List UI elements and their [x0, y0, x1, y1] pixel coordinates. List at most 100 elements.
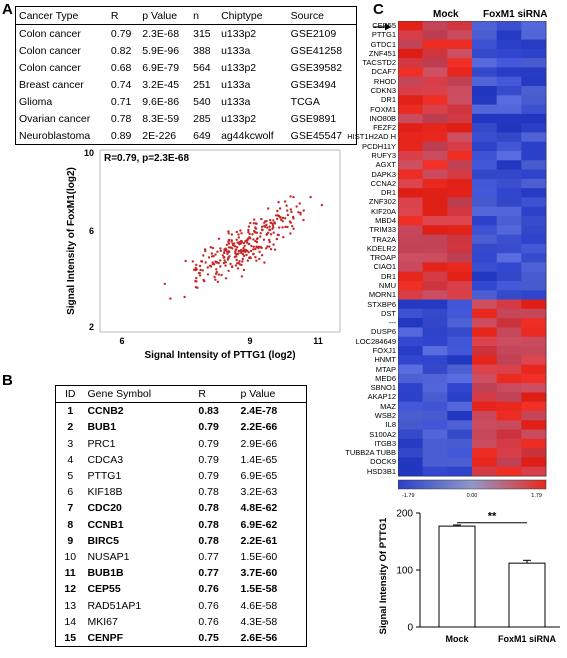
heatmap-cell: [496, 95, 522, 106]
table-cell-id: 8: [67, 518, 74, 531]
table-cell-r: 0.76: [198, 583, 219, 596]
y-tick-label: 0: [407, 623, 413, 634]
scatter-point: [268, 228, 272, 232]
table-row: 8 CCNB1 0.78 6.9E-62: [56, 517, 307, 533]
table-cell: ag44kcwolf: [221, 129, 274, 142]
heatmap-gene-label: IL8: [385, 420, 396, 430]
table-cell-gene: PTTG1: [87, 470, 122, 483]
scatter-point: [279, 218, 283, 221]
heatmap-cell: [398, 308, 424, 319]
table-cell: u133p2: [221, 27, 257, 40]
table-cell-r: 0.83: [198, 405, 219, 418]
y-axis-label: Signal Intensity Of PTTG1: [378, 517, 389, 634]
heatmap-cell: [472, 429, 498, 440]
header-p-value: p Value: [237, 385, 307, 404]
heatmap-cell: [447, 262, 473, 273]
heatmap-cell: [398, 188, 424, 198]
scatter-point: [191, 260, 194, 263]
scatter-point: [195, 263, 198, 267]
heatmap-cell: [447, 466, 473, 477]
heatmap-cell: [398, 104, 424, 115]
table-row: Colon cancer 0.82 5.9E-96 388 u133a GSE41258: [16, 42, 357, 59]
table-cell: 251: [193, 78, 211, 91]
scatter-point: [227, 230, 230, 233]
scatter-point: [243, 244, 246, 248]
heatmap-cell: [422, 318, 448, 328]
scatter-point: [198, 264, 202, 268]
scatter-point: [229, 262, 232, 266]
heatmap-cell: [496, 346, 522, 356]
heatmap-cell: [398, 178, 424, 189]
heatmap-gene-label: CEP55: [372, 20, 396, 30]
heatmap-cell: [521, 21, 547, 31]
heatmap-cell: [398, 169, 424, 180]
table-cell: Glioma: [19, 95, 53, 108]
heatmap-cell: [422, 169, 448, 180]
scatter-point: [209, 246, 212, 249]
heatmap-cell: [496, 225, 522, 236]
scatter-point: [272, 243, 275, 246]
heatmap-cell: [521, 178, 547, 189]
heatmap-cell: [521, 373, 547, 384]
table-cell: 2.3E-68: [142, 27, 180, 40]
heatmap-cell: [472, 290, 498, 301]
heatmap-cell: [422, 392, 448, 403]
heatmap-cell: [422, 401, 448, 412]
color-scale-bar: [398, 479, 547, 490]
table-cell-p: 6.9E-62: [240, 518, 278, 531]
heatmap-gene-label: AKAP12: [367, 392, 396, 402]
scatter-point: [227, 242, 231, 245]
heatmap-cell: [521, 299, 547, 310]
scatter-point: [235, 246, 239, 249]
heatmap-cell: [398, 392, 424, 403]
table-header-row: Cancer Type R p Value n Chiptype Source: [15, 6, 357, 25]
scatter-point: [217, 261, 220, 265]
scatter-point: [252, 222, 255, 225]
scatter-point: [282, 236, 285, 239]
heatmap-cell: [496, 420, 522, 431]
table-cell-id: 1: [67, 405, 74, 418]
significance-marker: **: [488, 511, 497, 523]
scatter-point: [215, 261, 218, 264]
heatmap-gene-label: DR1: [380, 188, 396, 198]
header-p-value: p Value: [139, 6, 191, 25]
heatmap-cell: [447, 206, 473, 217]
heatmap-cell: [496, 123, 522, 133]
heatmap-cell: [521, 123, 547, 133]
gene-correlation-table: ID Gene Symbol R p Value 1 CCNB2 0.83 2.4E-…: [55, 385, 307, 647]
heatmap-cell: [472, 392, 498, 403]
x-category-label: FoxM1 siRNA: [498, 634, 557, 644]
table-row: 1 CCNB2 0.83 2.4E-78: [56, 403, 307, 420]
heatmap-cell: [521, 188, 547, 198]
scatter-point: [230, 239, 233, 242]
scatter-point: [238, 263, 242, 266]
scatter-point: [249, 221, 252, 225]
heatmap-cell: [496, 188, 522, 198]
scatter-point: [220, 273, 223, 277]
scatter-plot: R=0.79, p=2.3E-68 6 9 11 10 6 2 Signal Intensit…: [66, 148, 341, 361]
heatmap-cell: [472, 364, 498, 375]
table-cell-r: 0.78: [198, 486, 219, 499]
table-cell: 388: [193, 44, 211, 57]
heatmap-cell: [447, 401, 473, 412]
heatmap-cell: [447, 104, 473, 115]
heatmap-cell: [447, 141, 473, 152]
table-row: Breast cancer 0.74 3.2E-45 251 u133a GSE3494: [16, 76, 357, 93]
scatter-point: [289, 221, 292, 224]
heatmap-cell: [521, 420, 547, 431]
scatter-point: [215, 268, 218, 271]
table-cell: Ovarian cancer: [19, 112, 91, 125]
heatmap-cell: [447, 58, 473, 68]
header-chiptype: Chiptype: [218, 6, 288, 25]
heatmap-cell: [422, 271, 448, 282]
table-cell: TCGA: [290, 95, 320, 108]
heatmap-cell: [521, 392, 547, 403]
heatmap-cell: [496, 299, 522, 310]
heatmap-gene-label: DR1: [380, 271, 396, 281]
table-cell-p: 1.4E-65: [240, 453, 278, 466]
heatmap-cell: [398, 346, 424, 356]
heatmap-gene-label: RHOD: [373, 76, 396, 86]
heatmap-cell: [496, 113, 522, 124]
heatmap-cell: [398, 160, 424, 171]
heatmap-gene-label: HIST1H2AD H: [347, 132, 396, 142]
